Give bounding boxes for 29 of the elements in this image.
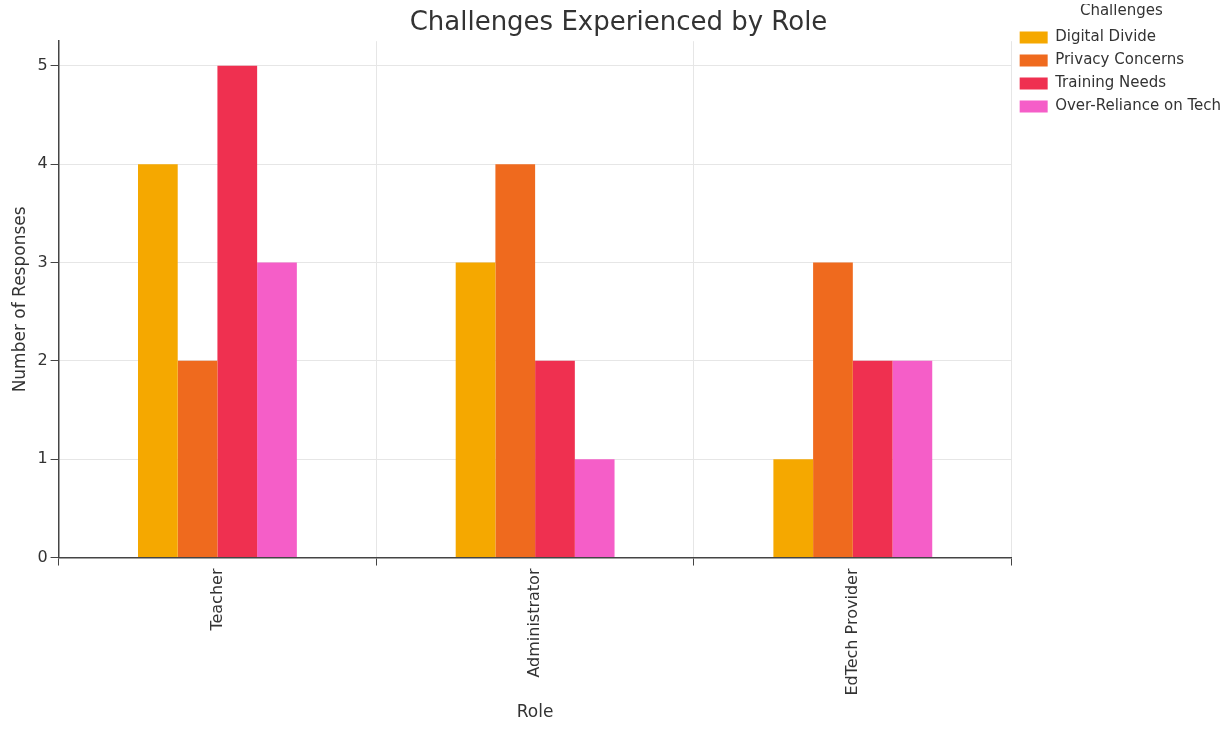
y-tick-label: 3 bbox=[37, 251, 48, 271]
bar bbox=[495, 164, 536, 558]
y-tick-label: 4 bbox=[37, 153, 48, 173]
bar bbox=[535, 360, 575, 558]
y-axis-title: Number of Responses bbox=[8, 206, 29, 393]
y-tick-label: 5 bbox=[37, 54, 48, 74]
chart-title: Challenges Experienced by Role bbox=[409, 6, 828, 37]
legend-title: Challenges bbox=[1079, 1, 1163, 20]
legend-label: Training Needs bbox=[1054, 73, 1167, 92]
bar bbox=[852, 360, 893, 558]
x-tick-label: EdTech Provider bbox=[841, 568, 861, 696]
bar bbox=[773, 459, 814, 558]
legend-label: Privacy Concerns bbox=[1055, 50, 1185, 69]
x-tick-label: Administrator bbox=[524, 568, 544, 678]
bar bbox=[892, 360, 933, 558]
legend-label: Over-Reliance on Tech bbox=[1055, 96, 1222, 115]
legend-label: Digital Divide bbox=[1055, 27, 1157, 46]
x-tick-label: Teacher bbox=[206, 568, 226, 632]
y-tick-label: 2 bbox=[37, 349, 48, 369]
bar bbox=[455, 262, 496, 558]
bar bbox=[257, 262, 297, 558]
bar bbox=[138, 164, 178, 558]
y-tick-label: 1 bbox=[37, 448, 48, 468]
bar bbox=[177, 360, 218, 558]
x-axis-title: Role bbox=[516, 701, 554, 722]
bar bbox=[813, 262, 853, 558]
bar bbox=[574, 459, 615, 558]
bar bbox=[217, 65, 258, 558]
y-tick-label: 0 bbox=[37, 546, 48, 566]
